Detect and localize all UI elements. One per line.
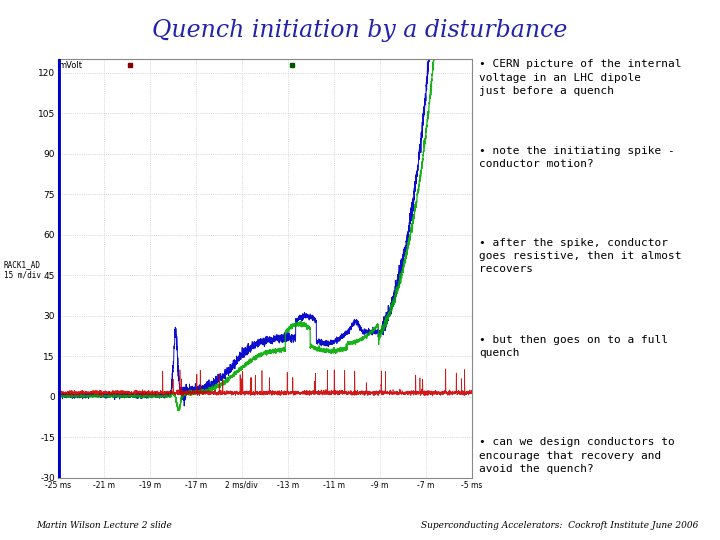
Text: • can we design conductors to
encourage that recovery and
avoid the quench?: • can we design conductors to encourage … — [479, 437, 675, 474]
Text: RACK1_AD
15 m/div: RACK1_AD 15 m/div — [4, 260, 40, 280]
Text: Superconducting Accelerators:  Cockroft Institute June 2006: Superconducting Accelerators: Cockroft I… — [421, 521, 698, 530]
Text: Quench initiation by a disturbance: Quench initiation by a disturbance — [153, 19, 567, 42]
Text: • note the initiating spike -
conductor motion?: • note the initiating spike - conductor … — [479, 146, 675, 169]
Text: • but then goes on to a full
quench: • but then goes on to a full quench — [479, 335, 668, 358]
Text: Martin Wilson Lecture 2 slide: Martin Wilson Lecture 2 slide — [36, 521, 172, 530]
Text: • after the spike, conductor
goes resistive, then it almost
recovers: • after the spike, conductor goes resist… — [479, 238, 681, 274]
Text: mVolt: mVolt — [58, 62, 82, 71]
Text: • CERN picture of the internal
voltage in an LHC dipole
just before a quench: • CERN picture of the internal voltage i… — [479, 59, 681, 96]
